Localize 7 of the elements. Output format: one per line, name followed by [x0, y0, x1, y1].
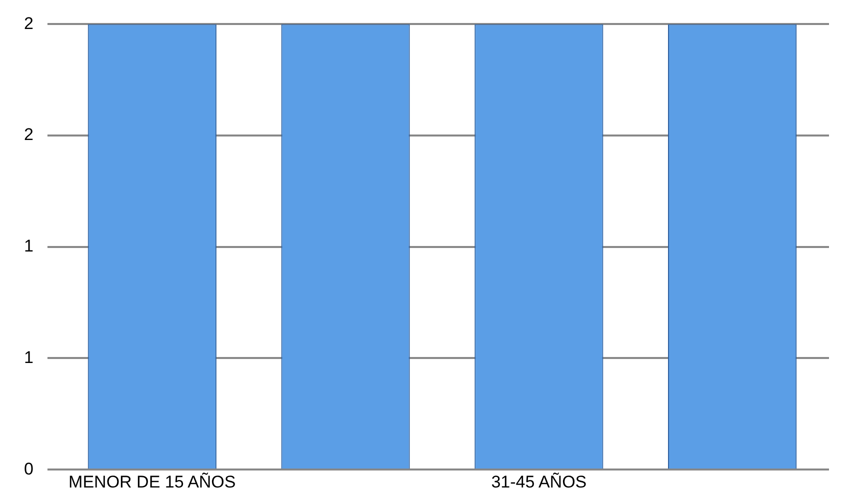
y-tick-label: 2 [24, 14, 34, 33]
x-tick-label: MENOR DE 15 AÑOS [68, 472, 236, 492]
y-tick-label: 1 [24, 236, 34, 256]
y-tick-label: 0 [24, 459, 34, 478]
y-tick-label: 1 [24, 348, 34, 367]
y-tick-label: 2 [24, 125, 34, 144]
x-tick-label: 31-45 AÑOS [491, 472, 587, 492]
